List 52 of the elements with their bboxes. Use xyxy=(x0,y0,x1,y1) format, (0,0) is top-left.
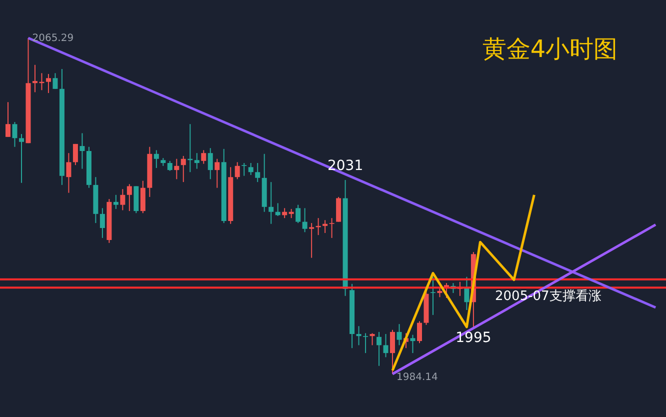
candlestick xyxy=(288,208,294,219)
candlestick xyxy=(46,73,51,94)
candlestick xyxy=(154,150,159,168)
candlestick xyxy=(309,222,314,258)
annotation: 1984.14 xyxy=(396,372,438,383)
annotation: 1995 xyxy=(456,330,492,346)
candlestick xyxy=(242,162,247,176)
candlestick xyxy=(464,276,470,310)
chart-title: 黄金4小时图 xyxy=(482,35,618,63)
candlestick xyxy=(363,332,368,354)
candlestick xyxy=(113,194,118,210)
candlestick xyxy=(383,334,388,358)
candlestick xyxy=(302,208,308,233)
annotation: 2031 xyxy=(327,158,364,174)
candlestick xyxy=(390,329,396,374)
candlestick xyxy=(214,158,220,188)
candlestick xyxy=(296,204,301,224)
candlestick xyxy=(430,276,436,316)
candlestick xyxy=(80,132,85,170)
candlestick xyxy=(12,122,18,148)
candlestick xyxy=(282,208,288,219)
candlestick xyxy=(370,332,375,346)
candlestick xyxy=(52,72,58,90)
candlestick xyxy=(234,162,240,180)
candlestick xyxy=(268,182,274,224)
candlestick xyxy=(180,155,186,183)
candlestick xyxy=(275,202,280,216)
candlestick xyxy=(376,331,382,366)
candlestick xyxy=(208,148,213,180)
annotation: 2065.29 xyxy=(32,33,74,44)
candlestick xyxy=(72,143,78,166)
candlestick xyxy=(167,160,172,172)
candlestick xyxy=(194,152,200,170)
candlestick xyxy=(100,208,105,238)
candlestick xyxy=(248,162,254,176)
candlestick xyxy=(410,334,416,354)
candlestick xyxy=(356,326,362,346)
candlestick xyxy=(66,152,72,194)
candlestick xyxy=(336,196,342,222)
candlestick xyxy=(126,184,132,212)
candlestick xyxy=(18,134,24,184)
candlestick xyxy=(396,324,402,346)
candlestick xyxy=(322,220,328,234)
candlestick xyxy=(255,162,260,183)
candlestick xyxy=(140,180,146,214)
candlestick xyxy=(174,158,180,180)
candlestick xyxy=(201,150,206,164)
candlestick xyxy=(437,288,442,298)
candlestick xyxy=(329,218,334,238)
candlestick xyxy=(416,320,422,344)
candlestick xyxy=(120,188,126,211)
candlestick xyxy=(6,102,10,138)
